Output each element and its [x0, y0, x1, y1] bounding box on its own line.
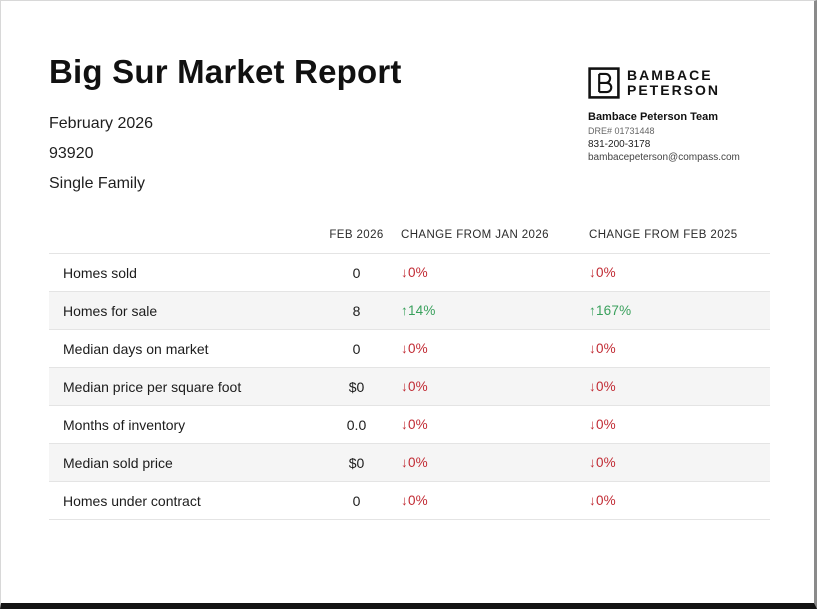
- column-header-current-month: FEB 2026: [329, 229, 384, 241]
- change-mom: ↓0%: [401, 379, 428, 394]
- metric-label: Homes for sale: [63, 302, 158, 319]
- brand-phone: 831-200-3178: [588, 139, 651, 150]
- change-mom: ↓0%: [401, 265, 428, 280]
- change-yoy: ↓0%: [589, 455, 616, 470]
- change-mom: ↓0%: [401, 493, 428, 508]
- brand-team-name: Bambace Peterson Team: [588, 111, 719, 123]
- table-row: Median sold price $0 ↓0% ↓0%: [49, 443, 770, 482]
- change-yoy: ↑167%: [589, 303, 632, 318]
- change-yoy: ↓0%: [589, 493, 616, 508]
- metric-label: Median days on market: [63, 340, 209, 357]
- metric-value: 8: [352, 302, 361, 319]
- report-zip: 93920: [49, 145, 94, 162]
- change-mom: ↓0%: [401, 341, 428, 356]
- table-header-row: FEB 2026 CHANGE FROM JAN 2026 CHANGE FRO…: [49, 229, 770, 254]
- change-mom: ↓0%: [401, 455, 428, 470]
- metric-value: 0: [352, 340, 361, 357]
- column-header-change-mom: CHANGE FROM JAN 2026: [401, 229, 549, 241]
- change-yoy: ↓0%: [589, 265, 616, 280]
- metric-label: Homes under contract: [63, 492, 201, 509]
- brand-name-line1: BAMBACE: [627, 67, 713, 83]
- brand-wordmark: BAMBACE PETERSON: [627, 68, 720, 98]
- table-row: Homes under contract 0 ↓0% ↓0%: [49, 481, 770, 520]
- metric-value: $0: [348, 378, 365, 395]
- report-header: Big Sur Market Report February 2026 9392…: [49, 53, 766, 199]
- column-header-change-yoy: CHANGE FROM FEB 2025: [589, 229, 738, 241]
- metric-label: Median price per square foot: [63, 378, 242, 395]
- change-yoy: ↓0%: [589, 379, 616, 394]
- metric-label: Median sold price: [63, 454, 173, 471]
- brand-dre-number: DRE# 01731448: [588, 126, 655, 136]
- brand-logo: BAMBACE PETERSON: [588, 67, 766, 99]
- brand-email: bambacepeterson@compass.com: [588, 152, 740, 163]
- metric-label: Months of inventory: [63, 416, 186, 433]
- table-row: Median price per square foot $0 ↓0% ↓0%: [49, 367, 770, 406]
- table-corner-cell: [49, 229, 314, 254]
- metric-value: 0: [352, 264, 361, 281]
- metric-value: 0.0: [346, 416, 367, 433]
- report-month: February 2026: [49, 115, 154, 132]
- brand-block: BAMBACE PETERSON Bambace Peterson Team D…: [588, 67, 766, 163]
- metric-value: 0: [352, 492, 361, 509]
- change-mom: ↑14%: [401, 303, 436, 318]
- market-stats-table: FEB 2026 CHANGE FROM JAN 2026 CHANGE FRO…: [49, 229, 770, 520]
- bambace-peterson-logo-icon: [588, 67, 620, 99]
- table-row: Median days on market 0 ↓0% ↓0%: [49, 329, 770, 368]
- title-block: Big Sur Market Report February 2026 9392…: [49, 53, 402, 199]
- metric-value: $0: [348, 454, 365, 471]
- change-mom: ↓0%: [401, 417, 428, 432]
- table-row: Homes for sale 8 ↑14% ↑167%: [49, 291, 770, 330]
- change-yoy: ↓0%: [589, 417, 616, 432]
- report-property-type: Single Family: [49, 175, 146, 192]
- table-row: Months of inventory 0.0 ↓0% ↓0%: [49, 405, 770, 444]
- change-yoy: ↓0%: [589, 341, 616, 356]
- page-title: Big Sur Market Report: [49, 53, 402, 90]
- brand-name-line2: PETERSON: [627, 82, 721, 98]
- table-row: Homes sold 0 ↓0% ↓0%: [49, 253, 770, 292]
- metric-label: Homes sold: [63, 264, 137, 281]
